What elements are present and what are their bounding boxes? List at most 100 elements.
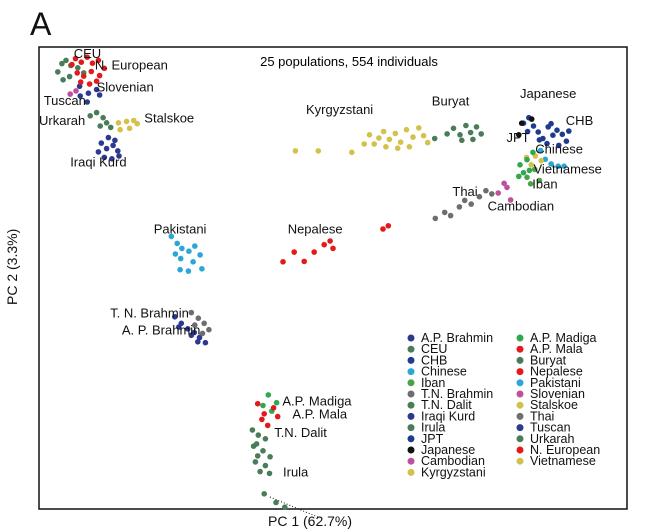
point-tuscan: [93, 86, 100, 93]
point-thai: [461, 197, 468, 204]
point-a-p-brahmin: [172, 314, 178, 320]
point-group: [526, 167, 533, 174]
point-buryat: [470, 136, 476, 143]
point-iraqi-kurd: [95, 149, 102, 155]
label-cambodian: Cambodian: [488, 199, 554, 214]
legend-item-urkarah: Urkarah: [516, 432, 575, 446]
legend-label: Buryat: [530, 353, 567, 367]
point-t-n-brahmin: [199, 330, 206, 337]
legend-label: Iraqi Kurd: [421, 409, 475, 423]
point-thai: [456, 204, 463, 210]
point-slovenian: [73, 88, 79, 94]
point-t-n-dalit: [262, 436, 269, 442]
label-iraqi-kurd: Iraqi Kurd: [70, 155, 126, 170]
point-iraqi-kurd: [98, 140, 105, 146]
point-a-p-brahmin: [176, 324, 182, 330]
point-a-p-mala: [270, 405, 277, 411]
point-chinese: [561, 163, 567, 169]
point-urkarah: [107, 124, 114, 131]
point-group: [530, 149, 536, 156]
point-a-p-brahmin: [185, 326, 191, 332]
point-thai: [432, 215, 439, 222]
point-a-p-mala: [259, 416, 265, 423]
point-chb: [535, 129, 541, 135]
legend-marker: [407, 379, 415, 387]
point-thai: [489, 191, 495, 197]
label-thai: Thai: [452, 184, 477, 199]
legend-marker: [516, 356, 524, 364]
point-nepalese: [330, 245, 336, 252]
point-buryat: [473, 124, 480, 130]
point-n-european: [72, 55, 79, 62]
legend-marker: [516, 390, 524, 398]
point-irula: [254, 453, 261, 459]
point-stalskoe: [134, 120, 140, 127]
point-pakistani: [185, 268, 192, 274]
label-t-n-brahmin: T. N. Brahmin: [110, 305, 189, 320]
point-kyrgyzstani: [410, 134, 416, 140]
point-vietnamese: [528, 162, 534, 168]
legend-label: Thai: [530, 409, 554, 423]
point-kyrgyzstani: [394, 145, 401, 151]
point-thai: [447, 212, 454, 219]
label-chinese: Chinese: [535, 141, 583, 156]
point-urkarah: [100, 114, 106, 121]
point-group: [524, 156, 530, 163]
legend-label: Urkarah: [530, 432, 575, 446]
legend-item-kyrgyzstani: Kyrgyzstani: [407, 465, 486, 479]
legend-label: Stalskoe: [530, 398, 578, 412]
legend-marker: [516, 435, 524, 443]
point-irula: [260, 448, 266, 454]
point-iraqi-kurd: [110, 142, 116, 149]
point-pakistani: [177, 266, 183, 273]
legend-marker: [516, 368, 524, 376]
point-kyrgyzstani: [403, 126, 410, 133]
point-kyrgyzstani: [371, 141, 378, 147]
point-chb: [554, 127, 560, 133]
label-urkarah: Urkarah: [39, 113, 85, 128]
point-kyrgyzstani: [416, 125, 422, 131]
legend-label: Tuscan: [530, 421, 571, 435]
point-nepalese: [380, 226, 386, 232]
point-iraqi-kurd: [112, 137, 118, 144]
label-vietnamese: Vietnamese: [534, 162, 602, 177]
point-thai: [483, 187, 489, 194]
point-stalskoe: [126, 125, 133, 132]
legend-item-a-p-madiga: A.P. Madiga: [516, 331, 597, 345]
point-stalskoe: [117, 126, 123, 133]
point-kyrgyzstani: [386, 136, 393, 143]
leader-line: [269, 496, 321, 519]
legend-item-a-p-mala: A.P. Mala: [516, 342, 583, 356]
legend-marker: [516, 412, 524, 420]
point-buryat: [478, 131, 485, 137]
point-chb: [559, 131, 566, 138]
point-nepalese: [311, 249, 318, 255]
label-tuscan: Tuscan: [44, 93, 86, 108]
point-kyrgyzstani: [315, 148, 322, 154]
point-buryat: [444, 131, 450, 137]
point-urkarah: [93, 109, 100, 116]
point-buryat: [467, 129, 474, 136]
legend-item-pakistani: Pakistani: [516, 376, 581, 390]
legend-item-irula: Irula: [407, 421, 445, 435]
point-nepalese: [321, 241, 328, 248]
point-chinese: [548, 161, 554, 167]
x-axis-label: PC 1 (62.7%): [268, 513, 353, 529]
point-irula: [262, 462, 269, 469]
point-pakistani: [190, 259, 196, 265]
point-thai: [441, 209, 448, 216]
point-irula: [257, 468, 263, 475]
legend-label: Kyrgyzstani: [421, 465, 486, 479]
point-chb: [548, 120, 554, 127]
legend-marker: [516, 457, 524, 465]
legend-label: Slovenian: [530, 387, 585, 401]
point-group: [516, 173, 522, 180]
legend-item-cambodian: Cambodian: [407, 454, 485, 468]
point-thai: [468, 201, 475, 207]
point-ceu: [59, 60, 65, 67]
legend-label: Irula: [421, 421, 445, 435]
legend-item-vietnamese: Vietnamese: [516, 454, 596, 468]
label-nepalese: Nepalese: [288, 222, 343, 237]
point-nepalese: [291, 249, 298, 255]
